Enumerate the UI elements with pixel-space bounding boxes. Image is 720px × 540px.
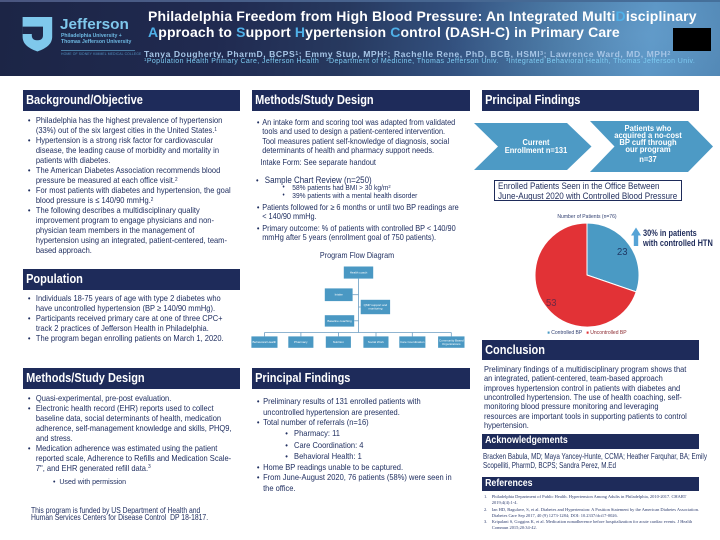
svg-text:Behavioral Health: Behavioral Health: [253, 340, 277, 344]
svg-text:Baseline coaching: Baseline coaching: [327, 319, 352, 323]
svg-text:QMP support and: QMP support and: [364, 303, 388, 307]
svg-text:Intake: Intake: [335, 293, 344, 297]
svg-text:Nutrition: Nutrition: [333, 340, 345, 344]
svg-text:Organizations: Organizations: [442, 342, 461, 346]
svg-text:Health coach: Health coach: [350, 271, 368, 275]
svg-text:Pharmacy: Pharmacy: [294, 340, 308, 344]
svg-text:monitoring: monitoring: [368, 306, 382, 310]
svg-text:Community Based: Community Based: [439, 339, 464, 343]
svg-text:Care Coordination: Care Coordination: [400, 340, 425, 344]
svg-text:Social Work: Social Work: [368, 340, 384, 344]
